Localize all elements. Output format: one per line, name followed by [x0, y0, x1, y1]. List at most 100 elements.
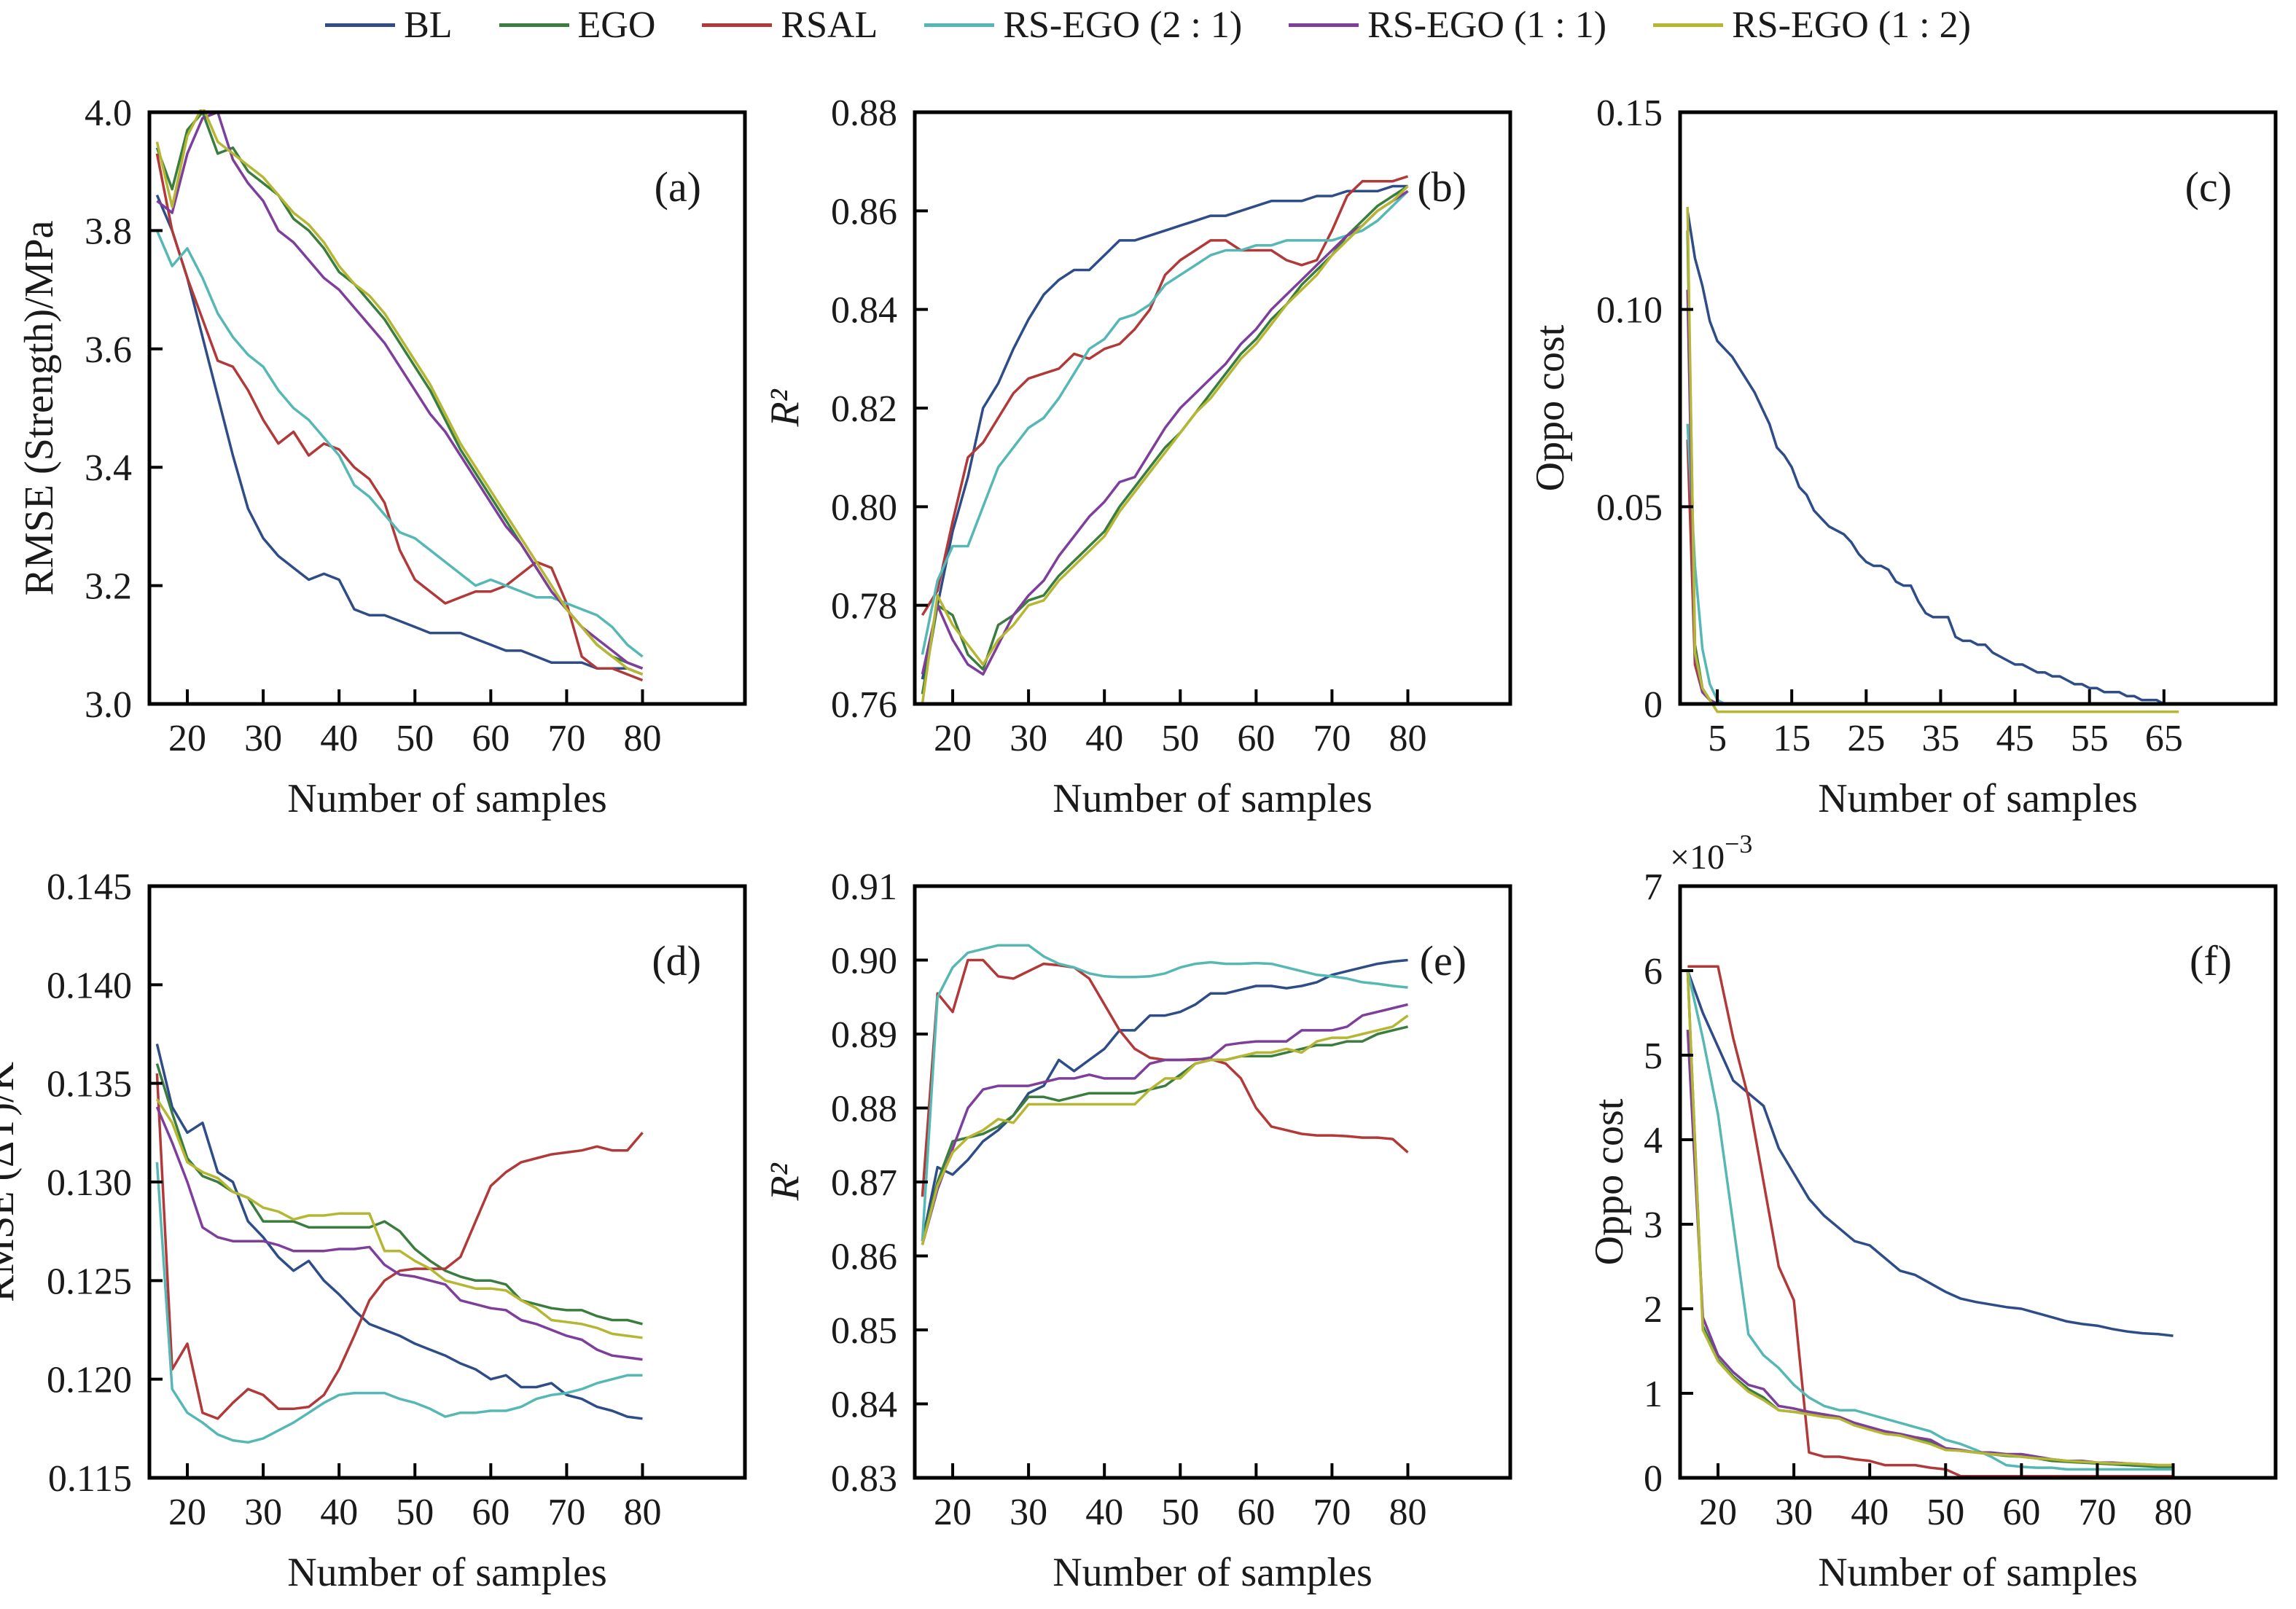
x-tick-label: 60 — [472, 718, 509, 759]
x-tick-label: 60 — [472, 1492, 509, 1533]
y-axis-label: R² — [765, 1162, 808, 1201]
x-tick-label: 20 — [168, 1492, 206, 1533]
y-tick-label: 1 — [1644, 1374, 1663, 1415]
y-tick-label: 0.86 — [831, 1237, 897, 1278]
chart-e-canvas: 20 30 40 50 60 70 80 0.83 0.84 0.85 0.86 0.87 0.88 0.… — [765, 866, 1512, 1595]
y-tick-label: 0.89 — [831, 1014, 897, 1056]
x-tick-label: 50 — [1161, 718, 1199, 759]
plot-frame — [1678, 884, 2278, 1480]
x-axis-label: Number of samples — [1053, 1550, 1372, 1595]
series-line-RSAL — [1686, 439, 2068, 705]
legend: BL EGO RSAL RS-EGO (2 : 1) RS-EGO (1 : 1… — [0, 4, 2296, 46]
legend-item-bl: BL — [325, 4, 453, 46]
x-tick-label: 30 — [1010, 718, 1047, 759]
series-line-EGO — [921, 1025, 1408, 1242]
series-line-RSAL — [155, 1073, 644, 1420]
legend-item-rsal: RSAL — [702, 4, 878, 46]
x-tick-label: 40 — [1085, 1492, 1123, 1533]
x-tick-label: 70 — [547, 718, 585, 759]
legend-item-rsego-21: RS-EGO (2 : 1) — [924, 4, 1242, 46]
legend-label: RSAL — [781, 4, 878, 46]
legend-label: RS-EGO (2 : 1) — [1003, 4, 1243, 46]
x-tick-label: 70 — [1313, 718, 1351, 759]
panel-letter: (f) — [2190, 937, 2232, 984]
series-line-BL — [155, 195, 644, 676]
legend-line-sample-icon — [1653, 23, 1724, 28]
y-tick-label: 0.145 — [47, 866, 132, 908]
series-line-RS-EGO (2 : 1) — [155, 1162, 643, 1444]
legend-line-sample-icon — [325, 23, 396, 28]
y-tick-label: 0.85 — [831, 1310, 897, 1352]
x-tick-label: 50 — [1161, 1492, 1199, 1533]
chart-a-canvas: 20 30 40 50 60 70 80 3.0 3.2 3.4 3.6 3.8 4.0 Number o… — [17, 93, 747, 821]
chart-f-canvas: 20 30 40 50 60 70 80 0 1 2 3 4 5 6 7 Number of samples O… — [1587, 834, 2278, 1595]
y-tick-label: 0.135 — [47, 1064, 132, 1105]
series-line-BL — [1686, 211, 2165, 705]
y-axis-label: Oppo cost — [1587, 1098, 1632, 1265]
series-line-RS-EGO (1 : 1) — [1686, 289, 2171, 705]
x-tick-label: 15 — [1773, 718, 1811, 759]
y-tick-label: 0.82 — [831, 388, 897, 430]
y-axis-label: Oppo cost — [1531, 324, 1573, 491]
x-tick-label: 40 — [1085, 718, 1123, 759]
x-tick-label: 60 — [2002, 1492, 2040, 1533]
y-tick-label: 0 — [1644, 684, 1663, 726]
y-tick-label: 0.91 — [831, 866, 897, 908]
y-tick-label: 0.84 — [831, 290, 897, 332]
y-tick-label: 4.0 — [85, 93, 132, 134]
series-line-RS-EGO (1 : 1) — [156, 111, 644, 670]
x-tick-label: 35 — [1921, 718, 1959, 759]
x-tick-label: 30 — [244, 718, 282, 759]
series-line-BL — [921, 184, 1408, 680]
chart-c-canvas: 5 15 25 35 45 55 65 0 0.05 0.10 0.15 Number of samp… — [1531, 93, 2278, 821]
series-line-RS-EGO (1 : 1) — [921, 1003, 1408, 1245]
series-line-RS-EGO (1 : 2) — [921, 1014, 1409, 1245]
y-tick-label: 0.87 — [831, 1162, 897, 1204]
chart-panel-d: 20 30 40 50 60 70 80 0.115 0.120 0.125 0.130 0.135 0… — [0, 834, 765, 1608]
legend-line-sample-icon — [924, 23, 995, 28]
legend-line-sample-icon — [1289, 23, 1359, 28]
y-tick-label: 0.84 — [831, 1385, 897, 1426]
series-line-RSAL — [921, 175, 1409, 616]
panel-letter: (c) — [2185, 163, 2232, 211]
y-tick-label: 0.15 — [1596, 93, 1663, 134]
y-tick-label: 0.78 — [831, 586, 897, 627]
x-tick-label: 30 — [244, 1492, 282, 1533]
x-tick-label: 80 — [1389, 1492, 1426, 1533]
chart-grid: 20 30 40 50 60 70 80 3.0 3.2 3.4 3.6 3.8 4.0 Number o… — [0, 60, 2296, 1608]
x-tick-label: 40 — [1851, 1492, 1889, 1533]
x-tick-label: 80 — [623, 1492, 661, 1533]
series-line-RSAL — [155, 153, 644, 682]
y-tick-label: 0.125 — [47, 1261, 132, 1302]
series-line-RS-EGO (1 : 2) — [155, 1098, 643, 1339]
x-tick-label: 20 — [934, 1492, 972, 1533]
series-line-RS-EGO (1 : 2) — [155, 109, 644, 676]
x-tick-label: 20 — [168, 718, 206, 759]
x-tick-label: 40 — [320, 718, 358, 759]
legend-label: EGO — [577, 4, 656, 46]
y-tick-label: 0.140 — [47, 965, 132, 1006]
legend-line-sample-icon — [499, 23, 569, 28]
y-tick-label: 2 — [1644, 1289, 1663, 1331]
y-tick-label: 3.0 — [85, 684, 132, 726]
x-tick-label: 50 — [396, 718, 434, 759]
y-tick-label: 3 — [1644, 1205, 1663, 1246]
chart-panel-a: 20 30 40 50 60 70 80 3.0 3.2 3.4 3.6 3.8 4.0 Number o… — [0, 60, 765, 834]
x-tick-label: 80 — [2154, 1492, 2192, 1533]
x-tick-label: 45 — [1996, 718, 2034, 759]
y-tick-label: 0 — [1644, 1458, 1663, 1500]
series-line-RS-EGO (1 : 1) — [921, 189, 1409, 676]
y-tick-label: 3.4 — [85, 447, 132, 489]
x-tick-label: 40 — [320, 1492, 358, 1533]
x-tick-label: 70 — [547, 1492, 585, 1533]
x-axis-label: Number of samples — [287, 1550, 607, 1595]
legend-item-ego: EGO — [499, 4, 656, 46]
chart-d-canvas: 20 30 40 50 60 70 80 0.115 0.120 0.125 0.130 0.135 0… — [0, 866, 747, 1595]
y-axis-label: R² — [765, 388, 808, 427]
x-axis-label: Number of samples — [1053, 776, 1372, 821]
y-tick-label: 3.8 — [85, 211, 132, 252]
x-tick-label: 5 — [1708, 718, 1727, 759]
series-line-RS-EGO (2 : 1) — [1686, 970, 2174, 1471]
panel-letter: (e) — [1420, 937, 1467, 984]
y-tick-label: 5 — [1644, 1036, 1663, 1077]
